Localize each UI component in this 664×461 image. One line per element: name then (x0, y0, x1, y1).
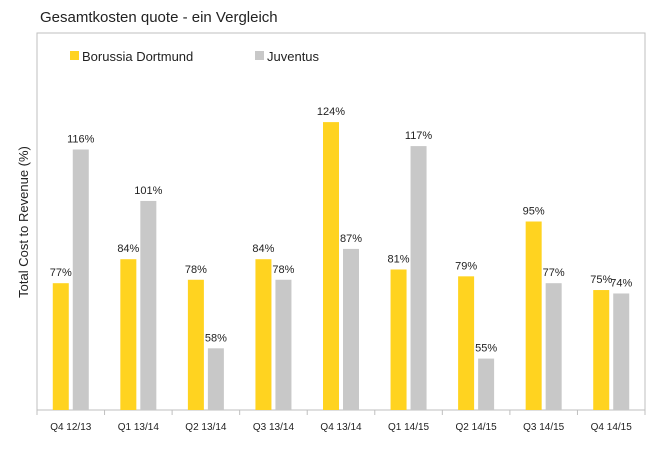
data-label: 84% (252, 243, 274, 255)
bar-dortmund (458, 276, 475, 410)
bar-juventus (478, 358, 495, 410)
bar-juventus (343, 248, 359, 410)
data-label: 117% (405, 130, 433, 142)
data-label: 78% (272, 264, 294, 276)
data-label: 95% (523, 206, 545, 218)
legend-swatch-juventus (255, 51, 264, 60)
bar-dortmund (52, 283, 69, 410)
data-label: 78% (185, 264, 207, 276)
x-tick-label: Q2 13/14 (185, 422, 227, 433)
data-label: 116% (67, 134, 95, 146)
data-label: 77% (543, 267, 565, 279)
bar-dortmund (390, 269, 407, 410)
bar-juventus (545, 283, 562, 410)
bar-dortmund (255, 259, 272, 410)
data-label: 87% (340, 233, 362, 245)
bar-juventus (140, 200, 157, 410)
x-tick-label: Q4 14/15 (591, 422, 633, 433)
bar-juventus (613, 293, 630, 410)
bar-dortmund (187, 279, 204, 410)
data-label: 101% (134, 185, 162, 197)
x-tick-label: Q3 13/14 (253, 422, 295, 433)
bar-juventus (72, 149, 89, 410)
bar-juventus (410, 146, 427, 410)
data-label: 124% (317, 106, 345, 118)
bar-dortmund (323, 122, 339, 410)
data-label: 55% (475, 343, 497, 355)
data-label: 79% (455, 260, 477, 272)
x-tick-label: Q4 13/14 (320, 422, 362, 433)
data-label: 58% (205, 332, 227, 344)
x-tick-label: Q2 14/15 (456, 422, 498, 433)
data-label: 77% (50, 267, 72, 279)
bar-dortmund (120, 259, 137, 410)
data-label: 81% (388, 253, 410, 265)
bar-dortmund (593, 290, 610, 410)
legend: Borussia Dortmund Juventus (70, 49, 320, 64)
plot-frame (36, 32, 646, 411)
data-label: 75% (590, 274, 612, 286)
x-tick-label: Q3 14/15 (523, 422, 565, 433)
data-label: 74% (610, 277, 632, 289)
bar-juventus (275, 279, 292, 410)
y-axis-label: Total Cost to Revenue (%) (16, 146, 31, 298)
data-label: 84% (117, 243, 139, 255)
x-tick-label: Q1 14/15 (388, 422, 430, 433)
chart-title: Gesamtkosten quote - ein Vergleich (40, 9, 278, 26)
bar-dortmund (525, 221, 542, 410)
x-tick-label: Q4 12/13 (50, 422, 92, 433)
legend-label-juventus: Juventus (267, 49, 320, 64)
x-tick-label: Q1 13/14 (118, 422, 160, 433)
bar-juventus (207, 348, 224, 410)
legend-swatch-dortmund (70, 51, 79, 60)
legend-label-dortmund: Borussia Dortmund (82, 49, 193, 64)
